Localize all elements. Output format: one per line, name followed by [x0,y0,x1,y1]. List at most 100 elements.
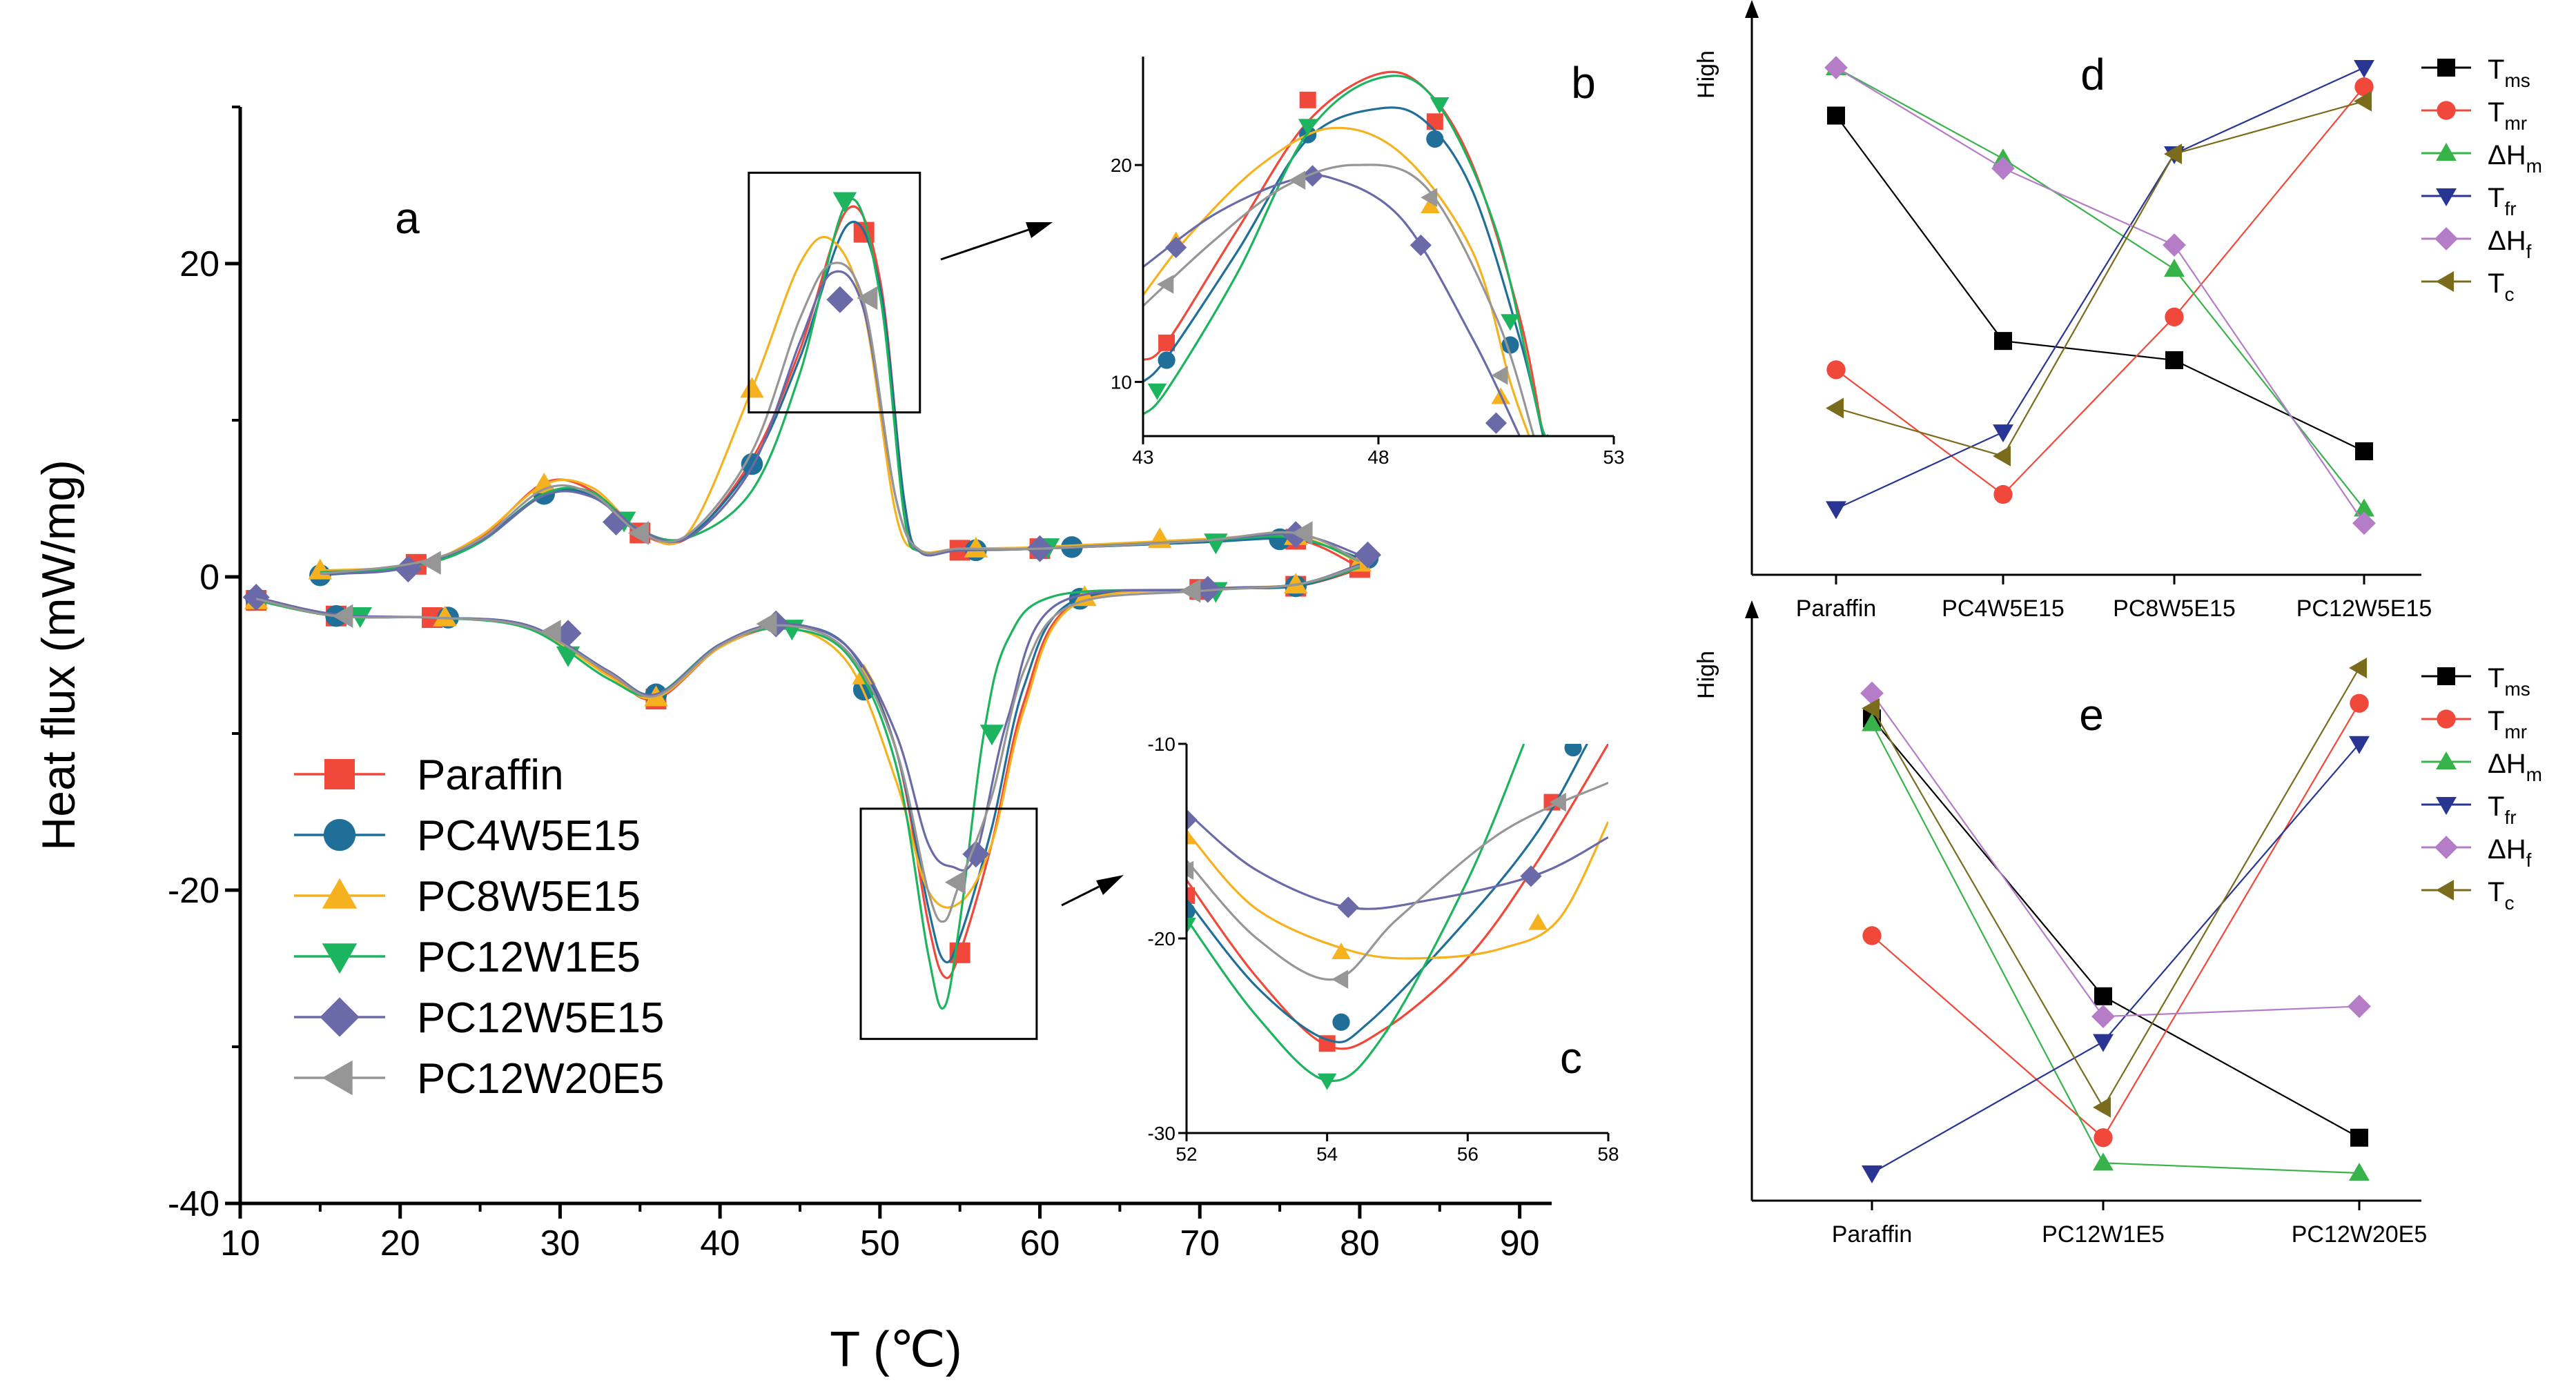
legend-label: ΔHm [2488,140,2542,177]
x-tick-label: 60 [1020,1223,1060,1263]
data-point [1180,579,1201,603]
data-point [1165,236,1187,259]
series-Tmr [1862,693,2369,1148]
data-point [1158,351,1175,369]
legend-label-base: T [2488,55,2504,85]
data-point [1284,573,1308,594]
data-point [1824,56,1848,79]
data-point [1564,744,1582,757]
data-point [2354,90,2372,112]
x-tick-label: 20 [380,1223,420,1263]
legend-label: Tmr [2488,97,2527,134]
legend-label: Paraffin [417,751,564,799]
arrow-to-b [940,228,1029,261]
series-ΔHm [1862,713,2370,1181]
series-Tms [1827,106,2373,460]
data-point [1187,887,1195,904]
line [1143,70,1545,436]
y-axis-title: Heat flux (mW/mg) [32,460,85,851]
data-point [332,604,353,628]
data-point [1421,188,1438,208]
data-point [1827,106,1845,125]
data-point [1337,896,1359,918]
legend-marker [2434,227,2458,250]
plot-area [1187,744,1608,1090]
legend-marker [2436,880,2455,900]
legend-marker [2436,143,2457,161]
line [1187,781,1608,981]
legend-label: PC12W1E5 [417,934,641,981]
data-point [1860,681,1884,705]
data-point [2093,1152,2114,1171]
data-point [2352,511,2376,535]
y-tick-label: 0 [199,558,219,598]
legend-marker [2437,667,2455,685]
line-heating [320,205,1360,577]
legend-a: Paraffin PC4W5E15 PC8W5E15 PC12W1E5 PC12W5E1… [294,751,664,1103]
y-tick-label: -40 [168,1184,219,1224]
x-tick-label: Paraffin [1832,1221,1913,1248]
x-tick-label: PC8W5E15 [2113,595,2236,622]
line-cooling [255,566,1360,1010]
zoom-box-b [748,171,921,414]
legend-label: PC8W5E15 [417,873,641,920]
data-point [1862,713,1882,731]
data-point [2350,693,2369,713]
line [1871,692,2360,1018]
panel-d: High Paraffin PC4W5E15 PC8W5E15 PC12W5E15 d Tm… [1693,0,2542,622]
legend-label-sub: f [2526,241,2532,262]
data-point [1426,113,1443,130]
legend-label: Tmr [2488,706,2527,742]
data-point [2164,258,2185,277]
legend-label-sub: c [2504,284,2514,305]
data-point [628,521,650,545]
series-Paraffin [1143,70,1545,436]
data-point [1204,533,1228,555]
legend-label: ΔHf [2488,226,2532,262]
panel-c: 52 54 56 58 -30 -20 -10 c [1148,734,1619,1165]
series-Tmr [1826,77,2374,504]
x-tick-label: PC4W5E15 [1942,595,2065,622]
data-point [857,286,878,311]
x-tick-label: 53 [1603,446,1624,468]
line [1871,718,2360,1139]
data-point [2093,1034,2114,1052]
data-point [1994,332,2012,351]
data-point [1528,913,1548,930]
line [1187,811,1608,910]
data-point [1187,827,1196,845]
data-point [1520,865,1542,887]
x-tick-label: 70 [1180,1223,1220,1263]
data-point [1147,383,1167,400]
x-tick-label: PC12W1E5 [2042,1221,2165,1248]
line [1143,106,1545,436]
legend-label-sub: fr [2504,198,2516,219]
line [1835,66,2365,510]
data-point [1157,275,1174,294]
panel-a: 10 20 30 40 50 60 70 80 90 -40 -20 0 20 T (℃) Heat flu… [32,106,1552,1377]
x-tick-label: 48 [1367,446,1389,468]
legend-label-sub: ms [2504,678,2530,700]
panel-label-b: b [1571,58,1596,108]
data-point [1187,860,1194,880]
y-axis-title: High [1693,651,1719,699]
data-point [242,584,270,611]
legend-marker [324,759,355,789]
legend-label-base: ΔH [2488,834,2526,865]
legend-marker [2437,101,2456,120]
legend-label: PC4W5E15 [417,812,641,860]
y-tick-label: 20 [179,244,219,284]
data-point [2354,59,2374,78]
data-point [540,620,561,644]
data-point [1485,412,1507,434]
data-point [756,611,777,636]
data-point [1073,585,1097,607]
legend-label: ΔHf [2488,834,2532,871]
x-tick-label: PC12W20E5 [2292,1221,2428,1248]
x-tick-label: 40 [700,1223,740,1263]
legend-label-base: T [2488,183,2504,213]
x-tick-label: 52 [1175,1143,1197,1165]
data-point [1331,969,1349,990]
line-cooling [255,563,1360,872]
data-point [2163,233,2186,257]
